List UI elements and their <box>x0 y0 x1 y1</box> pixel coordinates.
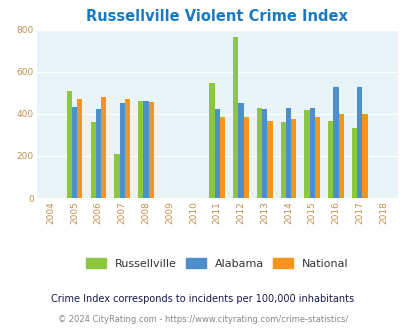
Bar <box>138 101 143 198</box>
Bar <box>304 110 309 198</box>
Bar <box>243 116 248 198</box>
Bar <box>119 103 124 198</box>
Bar <box>280 122 285 198</box>
Bar <box>232 37 238 198</box>
Bar <box>96 109 101 198</box>
Bar <box>77 99 82 198</box>
Bar <box>148 102 153 198</box>
Bar <box>309 108 314 198</box>
Title: Russellville Violent Crime Index: Russellville Violent Crime Index <box>86 9 347 24</box>
Bar <box>124 99 130 198</box>
Bar <box>351 128 356 198</box>
Text: Crime Index corresponds to incidents per 100,000 inhabitants: Crime Index corresponds to incidents per… <box>51 294 354 304</box>
Legend: Russellville, Alabama, National: Russellville, Alabama, National <box>81 254 352 274</box>
Bar <box>327 121 333 198</box>
Bar <box>290 119 296 198</box>
Bar <box>90 122 96 198</box>
Bar <box>72 107 77 198</box>
Text: © 2024 CityRating.com - https://www.cityrating.com/crime-statistics/: © 2024 CityRating.com - https://www.city… <box>58 315 347 324</box>
Bar <box>333 86 338 198</box>
Bar <box>143 101 148 198</box>
Bar <box>219 116 224 198</box>
Bar <box>209 83 214 198</box>
Bar <box>356 87 362 198</box>
Bar <box>101 97 106 198</box>
Bar <box>267 120 272 198</box>
Bar <box>262 109 267 198</box>
Bar <box>285 108 290 198</box>
Bar <box>114 154 119 198</box>
Bar <box>238 103 243 198</box>
Bar <box>66 91 72 198</box>
Bar <box>362 114 367 198</box>
Bar <box>314 117 320 198</box>
Bar <box>256 108 262 198</box>
Bar <box>214 109 219 198</box>
Bar <box>338 114 343 198</box>
